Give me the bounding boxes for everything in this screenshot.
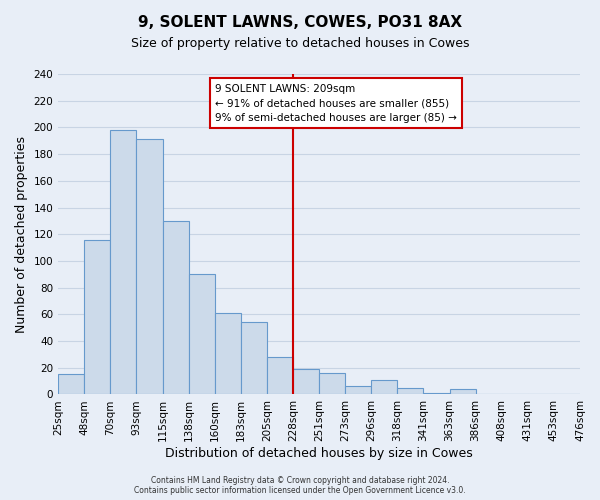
Bar [424,393,449,394]
Bar [293,369,319,394]
Bar [163,221,188,394]
Bar [84,240,110,394]
Bar [136,140,163,394]
Bar [58,374,84,394]
Text: 9 SOLENT LAWNS: 209sqm
← 91% of detached houses are smaller (855)
9% of semi-det: 9 SOLENT LAWNS: 209sqm ← 91% of detached… [215,84,457,123]
Y-axis label: Number of detached properties: Number of detached properties [15,136,28,332]
Bar [449,389,476,394]
Bar [241,322,267,394]
Bar [397,388,424,394]
Bar [215,313,241,394]
Bar [345,386,371,394]
Text: Size of property relative to detached houses in Cowes: Size of property relative to detached ho… [131,38,469,51]
Bar [319,373,345,394]
X-axis label: Distribution of detached houses by size in Cowes: Distribution of detached houses by size … [165,447,473,460]
Text: Contains HM Land Registry data © Crown copyright and database right 2024.
Contai: Contains HM Land Registry data © Crown c… [134,476,466,495]
Bar [371,380,397,394]
Bar [110,130,136,394]
Bar [188,274,215,394]
Bar [267,357,293,395]
Text: 9, SOLENT LAWNS, COWES, PO31 8AX: 9, SOLENT LAWNS, COWES, PO31 8AX [138,15,462,30]
